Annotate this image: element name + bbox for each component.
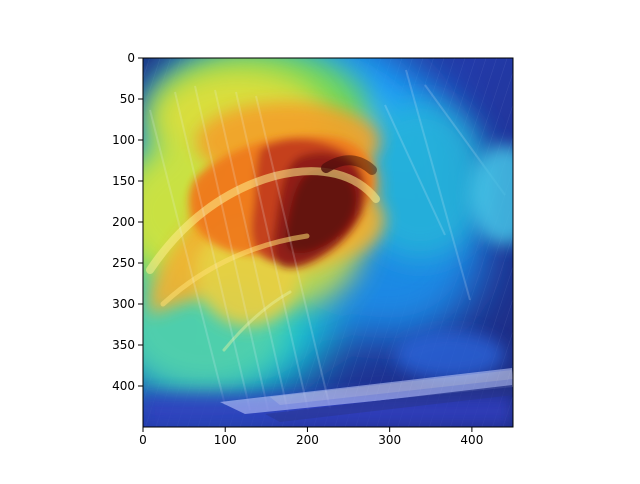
x-tick-label: 200 bbox=[296, 433, 319, 447]
x-tick-label: 100 bbox=[214, 433, 237, 447]
y-tick-label: 200 bbox=[112, 215, 135, 229]
x-tick-label: 300 bbox=[378, 433, 401, 447]
plot-frame bbox=[142, 57, 514, 428]
y-tick-label: 150 bbox=[112, 174, 135, 188]
heatmap-image bbox=[143, 58, 513, 427]
y-tick-label: 400 bbox=[112, 379, 135, 393]
y-tick-label: 50 bbox=[120, 92, 135, 106]
y-tick-label: 350 bbox=[112, 338, 135, 352]
x-tick-label: 0 bbox=[139, 433, 147, 447]
x-tick-label: 400 bbox=[460, 433, 483, 447]
y-tick-label: 0 bbox=[127, 51, 135, 65]
y-tick-label: 100 bbox=[112, 133, 135, 147]
y-axis: 0 50 100 150 200 250 300 350 400 bbox=[112, 51, 143, 393]
y-tick-label: 250 bbox=[112, 256, 135, 270]
y-tick-label: 300 bbox=[112, 297, 135, 311]
x-axis: 0 100 200 300 400 bbox=[139, 427, 483, 447]
